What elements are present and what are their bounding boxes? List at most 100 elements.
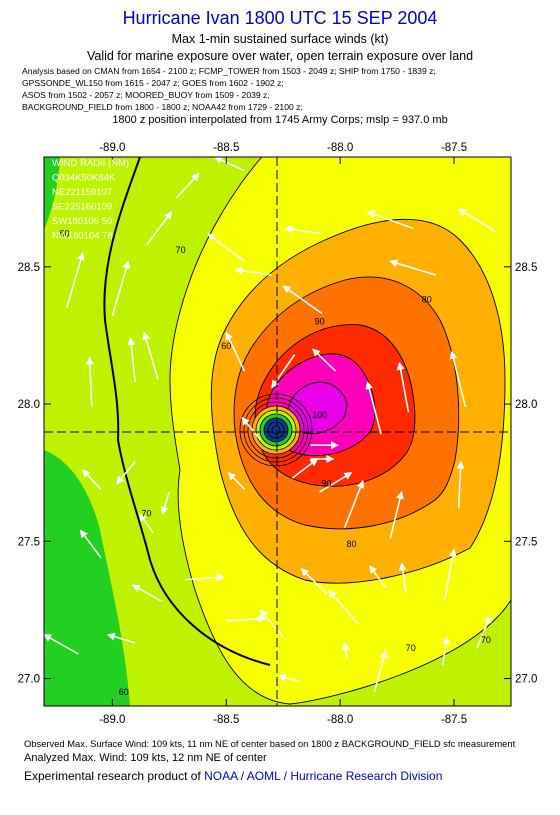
wind-vector — [271, 354, 296, 389]
wind-vector — [365, 381, 382, 435]
contour-label: 90 — [321, 478, 331, 488]
wind-vector — [457, 208, 496, 232]
wind-vector — [476, 614, 492, 649]
wind-radii-line: NE221159107 — [52, 187, 112, 198]
wind-vector — [145, 211, 173, 246]
wind-radii-line: SW180105 50 — [52, 216, 112, 227]
contour-label: 100 — [312, 410, 327, 420]
wind-vector — [111, 260, 131, 317]
wind-vector — [282, 285, 323, 315]
contour-label: 60 — [119, 687, 129, 697]
wind-vector — [106, 632, 136, 644]
wind-radii-line: WIND RADII (NM) — [52, 158, 129, 169]
wind-vector — [207, 233, 245, 262]
x-tick-label-bottom: -87.5 — [441, 714, 467, 726]
wind-vector — [449, 350, 467, 407]
y-tick-label-right: 28.0 — [515, 399, 537, 411]
wind-vector — [444, 548, 457, 600]
wind-vector — [456, 460, 465, 509]
wind-radii-line: NW160104 78 — [52, 231, 113, 242]
wind-vector — [227, 471, 246, 490]
wind-vector — [175, 172, 200, 199]
wind-vector — [389, 259, 437, 276]
wind-vector — [116, 461, 136, 485]
eye-wall — [239, 393, 313, 467]
wind-vector — [312, 348, 337, 372]
x-tick-label-top: -89.0 — [99, 142, 125, 154]
x-tick-label-bottom: -88.5 — [213, 714, 239, 726]
axis-ticks: -89.0 -89.0 -88.5 -88.5 -88.0 -88.0 -87.5 -87.5… — [18, 142, 538, 726]
analysis-line-2: GPSSONDE_WL150 from 1615 - 2047 z; GOES … — [22, 78, 284, 88]
chart-subtitle: Max 1-min sustained surface winds (kt) — [171, 32, 389, 46]
wind-vector — [185, 573, 225, 582]
x-tick-label-bottom: -89.0 — [99, 714, 125, 726]
y-tick-label-right: 27.0 — [515, 674, 537, 686]
observed-max-wind: Observed Max. Surface Wind: 109 kts, 11 … — [24, 738, 516, 749]
x-tick-label-top: -88.0 — [327, 142, 353, 154]
contour-label: 80 — [422, 294, 432, 304]
wind-vector — [234, 266, 272, 276]
x-tick-label-bottom: -88.0 — [327, 714, 353, 726]
contour-label: 60 — [221, 341, 231, 351]
credit-org-link[interactable]: NOAA / AOML / Hurricane Research Divisio… — [204, 769, 443, 783]
y-tick-label-left: 28.0 — [18, 399, 40, 411]
wind-vector — [139, 513, 154, 534]
position-note: 1800 z position interpolated from 1745 A… — [112, 114, 448, 126]
y-tick-label-left: 28.5 — [18, 262, 40, 274]
analyzed-max-wind: Analyzed Max. Wind: 109 kts, 12 nm NE of… — [24, 752, 267, 764]
contour-label: 70 — [142, 509, 152, 519]
wind-vector — [398, 562, 408, 594]
y-tick-label-right: 27.5 — [515, 536, 537, 548]
wind-radii-table: WIND RADII (NM) Q034K50K64K NE221159107 SE2… — [52, 158, 129, 242]
contour-lines — [169, 157, 511, 705]
wind-vector — [142, 331, 159, 380]
contour-label: 70 — [406, 643, 416, 653]
wind-radii-line: SE225160109 — [52, 202, 112, 213]
contour-label: 80 — [347, 539, 357, 549]
wind-vector — [241, 417, 262, 441]
wind-vector — [85, 356, 94, 407]
wind-vectors — [44, 157, 496, 693]
wind-vector — [373, 650, 388, 693]
wind-vector — [131, 584, 163, 603]
wind-vector — [369, 565, 387, 589]
wind-vector — [127, 337, 136, 383]
contour-label: 60 — [59, 229, 69, 239]
validity-note: Valid for marine exposure over water, op… — [86, 49, 474, 63]
wind-vector — [82, 469, 102, 490]
wind-vector — [441, 636, 451, 665]
chart-title: Hurricane Ivan 1800 UTC 15 SEP 2004 — [122, 8, 438, 28]
credit-prefix: Experimental research product of — [24, 769, 205, 783]
wind-vector — [277, 673, 300, 683]
y-tick-label-left: 27.5 — [18, 536, 40, 548]
wind-vector — [160, 491, 171, 515]
wind-vector — [225, 331, 246, 372]
analysis-line-4: BACKGROUND_FIELD from 1800 - 1800 z; NOA… — [22, 102, 303, 112]
wind-vector — [291, 458, 319, 479]
contour-label: 90 — [315, 316, 325, 326]
wind-vector — [259, 609, 284, 638]
x-tick-label-top: -88.5 — [213, 142, 239, 154]
contour-label: 70 — [481, 635, 491, 645]
wind-radii-line: Q034K50K64K — [52, 173, 116, 184]
x-tick-label-top: -87.5 — [441, 142, 467, 154]
wind-vector — [319, 471, 353, 493]
analysis-line-1: Analysis based on CMAN from 1654 - 2100 … — [22, 66, 436, 76]
wind-vector — [389, 490, 404, 539]
credit-line: Experimental research product of NOAA / … — [24, 769, 442, 783]
y-tick-label-left: 27.0 — [18, 674, 40, 686]
wind-vector — [328, 589, 359, 625]
wind-vector — [66, 252, 85, 309]
wind-vector — [284, 225, 323, 235]
contour-labels: 60 70 60 80 90 100 90 80 70 70 70 60 — [59, 229, 490, 697]
wind-vector — [300, 568, 328, 595]
y-tick-label-right: 28.5 — [515, 262, 537, 274]
wind-vector — [79, 529, 102, 559]
plot-frame — [43, 156, 512, 707]
wind-vector — [226, 614, 266, 623]
band-below-60 — [44, 450, 130, 706]
contour-field: 60 70 60 80 90 100 90 80 70 70 70 60 — [44, 157, 511, 706]
contour-60-bold — [103, 157, 271, 666]
wind-vector — [44, 633, 79, 655]
